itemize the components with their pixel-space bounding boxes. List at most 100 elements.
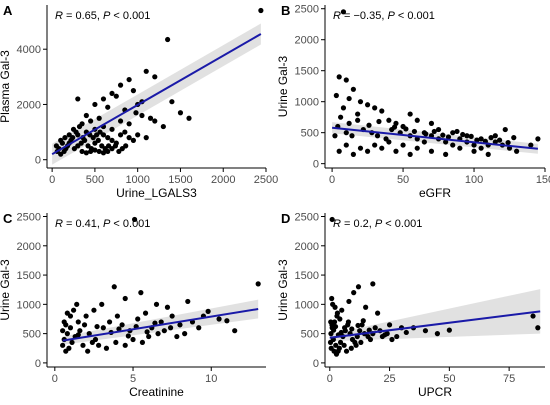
data-point <box>122 295 128 302</box>
data-point <box>177 110 184 116</box>
data-point <box>100 150 107 156</box>
data-point <box>126 76 132 83</box>
data-point <box>386 139 392 145</box>
y-tick-label: 0 <box>313 159 319 171</box>
data-point <box>375 310 381 316</box>
data-point <box>535 136 541 142</box>
y-tick-label: 2000 <box>295 35 319 47</box>
data-point <box>117 118 124 124</box>
x-tick-label: 150 <box>536 174 550 186</box>
data-point <box>355 284 362 290</box>
panel-c: C 0 5 10 0 500 1000 1500 2000 2500 Creatinine Urine… <box>0 211 266 399</box>
data-point <box>62 135 68 141</box>
data-point <box>351 290 357 296</box>
data-point <box>130 336 136 343</box>
data-point <box>355 117 361 123</box>
y-tick-label: 1500 <box>295 270 319 282</box>
data-point <box>357 99 364 105</box>
stat-annotation: R = 0.65, P < 0.001 <box>55 10 150 22</box>
data-point <box>105 135 111 141</box>
data-point <box>164 304 171 310</box>
x-tick-label: 0 <box>329 174 335 186</box>
data-point <box>428 148 435 154</box>
x-tick-label: 50 <box>397 174 409 186</box>
data-point <box>94 323 100 330</box>
data-point <box>478 145 484 151</box>
data-point <box>336 345 342 351</box>
data-point <box>443 139 449 145</box>
data-point <box>59 140 65 146</box>
regression-line <box>62 308 259 342</box>
data-point <box>74 301 80 307</box>
data-point <box>505 139 511 146</box>
data-point <box>91 307 97 313</box>
data-point <box>152 74 158 80</box>
data-point <box>349 133 355 139</box>
y-tick-label: 2500 <box>295 212 319 224</box>
data-point <box>386 117 392 123</box>
data-point <box>332 304 338 310</box>
y-tick-label: 2000 <box>17 99 41 111</box>
data-point <box>92 147 98 153</box>
data-point <box>389 336 395 343</box>
data-point <box>403 126 409 132</box>
panel-letter-b: B <box>281 3 290 18</box>
y-tick-label: 2500 <box>17 212 41 224</box>
data-point <box>86 331 92 337</box>
data-point <box>414 117 420 123</box>
y-tick-label: 1500 <box>17 270 41 282</box>
data-point <box>138 290 144 296</box>
data-point <box>130 137 137 143</box>
data-point <box>158 319 164 325</box>
data-point <box>60 342 66 348</box>
data-point <box>446 327 452 333</box>
data-point <box>70 135 76 141</box>
data-point <box>63 322 69 328</box>
data-point <box>421 139 427 145</box>
data-point <box>329 216 335 223</box>
x-tick-label: 100 <box>465 174 483 186</box>
data-point <box>109 137 115 143</box>
y-tick-label: 1000 <box>295 97 319 109</box>
data-point <box>336 74 342 80</box>
data-point <box>349 326 355 332</box>
data-point <box>155 331 161 337</box>
data-point <box>169 313 175 319</box>
data-point <box>337 316 343 322</box>
data-point <box>147 115 154 121</box>
data-point <box>485 151 491 157</box>
x-tick-label: 25 <box>383 373 395 385</box>
data-point <box>363 304 369 310</box>
data-point <box>135 132 141 138</box>
data-point <box>75 96 81 102</box>
data-point <box>161 328 167 334</box>
data-point <box>106 319 113 325</box>
data-point <box>139 339 146 346</box>
data-point <box>182 331 188 337</box>
data-point <box>434 331 440 337</box>
data-point <box>382 332 388 338</box>
data-point <box>109 90 115 97</box>
y-tick-label: 0 <box>313 358 319 370</box>
x-tick-label: 2000 <box>211 174 235 186</box>
data-point <box>105 148 111 155</box>
data-point <box>143 135 149 141</box>
data-point <box>76 123 83 130</box>
data-point <box>340 105 347 111</box>
panel-letter-a: A <box>3 3 13 18</box>
data-point <box>122 342 128 348</box>
data-point <box>67 325 74 331</box>
data-point <box>367 336 374 343</box>
data-point <box>73 129 79 135</box>
data-point <box>113 339 119 346</box>
y-tick-label: 0 <box>35 155 41 167</box>
data-point <box>60 328 66 334</box>
data-point <box>502 126 508 133</box>
data-point <box>89 339 95 346</box>
data-point <box>355 111 361 117</box>
data-point <box>126 121 132 127</box>
data-point <box>177 322 183 328</box>
x-axis-label: Creatinine <box>129 385 184 399</box>
data-point <box>488 135 494 141</box>
